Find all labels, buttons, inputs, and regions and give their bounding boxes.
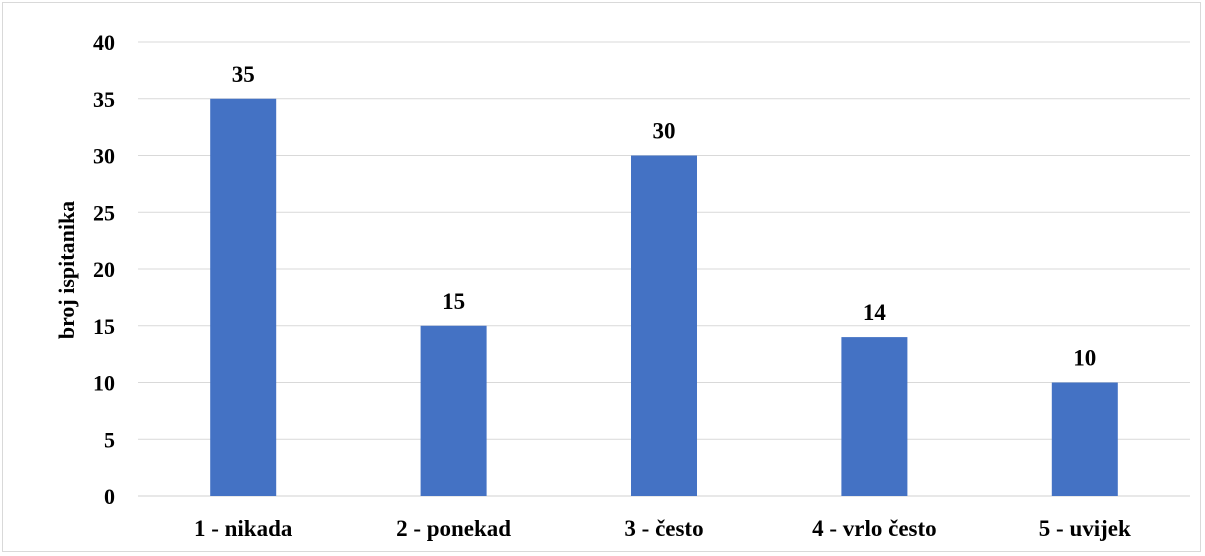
bar-3	[631, 155, 697, 496]
data-labels: 35 15 30 14 10	[232, 62, 1097, 371]
x-category-label: 2 - ponekad	[396, 516, 511, 541]
x-category-labels: 1 - nikada 2 - ponekad 3 - često 4 - vrlo č…	[194, 516, 1131, 541]
data-label: 15	[442, 289, 465, 314]
x-category-label: 5 - uvijek	[1039, 516, 1131, 541]
bar-2	[420, 325, 487, 496]
x-category-label: 4 - vrlo često	[812, 516, 937, 541]
y-tick-label: 10	[93, 371, 115, 396]
x-category-label: 1 - nikada	[194, 516, 293, 541]
y-tick-label: 5	[104, 427, 115, 452]
bar-1	[210, 98, 277, 496]
y-tick-label: 40	[93, 30, 115, 55]
y-tick-label: 15	[93, 314, 115, 339]
y-tick-label: 20	[93, 257, 115, 282]
y-tick-labels: 0 5 10 15 20 25 30 35 40	[93, 30, 115, 509]
y-tick-label: 35	[93, 87, 115, 112]
bars	[210, 98, 1118, 496]
y-axis-title: broj ispitanika	[54, 201, 79, 339]
data-label: 14	[863, 300, 887, 325]
bar-5	[1051, 382, 1118, 496]
bar-4	[841, 337, 908, 496]
y-tick-label: 0	[104, 484, 115, 509]
data-label: 30	[653, 119, 676, 144]
data-label: 10	[1073, 346, 1096, 371]
x-category-label: 3 - često	[624, 516, 703, 541]
data-label: 35	[232, 62, 255, 87]
y-tick-label: 25	[93, 200, 115, 225]
y-tick-label: 30	[93, 144, 115, 169]
